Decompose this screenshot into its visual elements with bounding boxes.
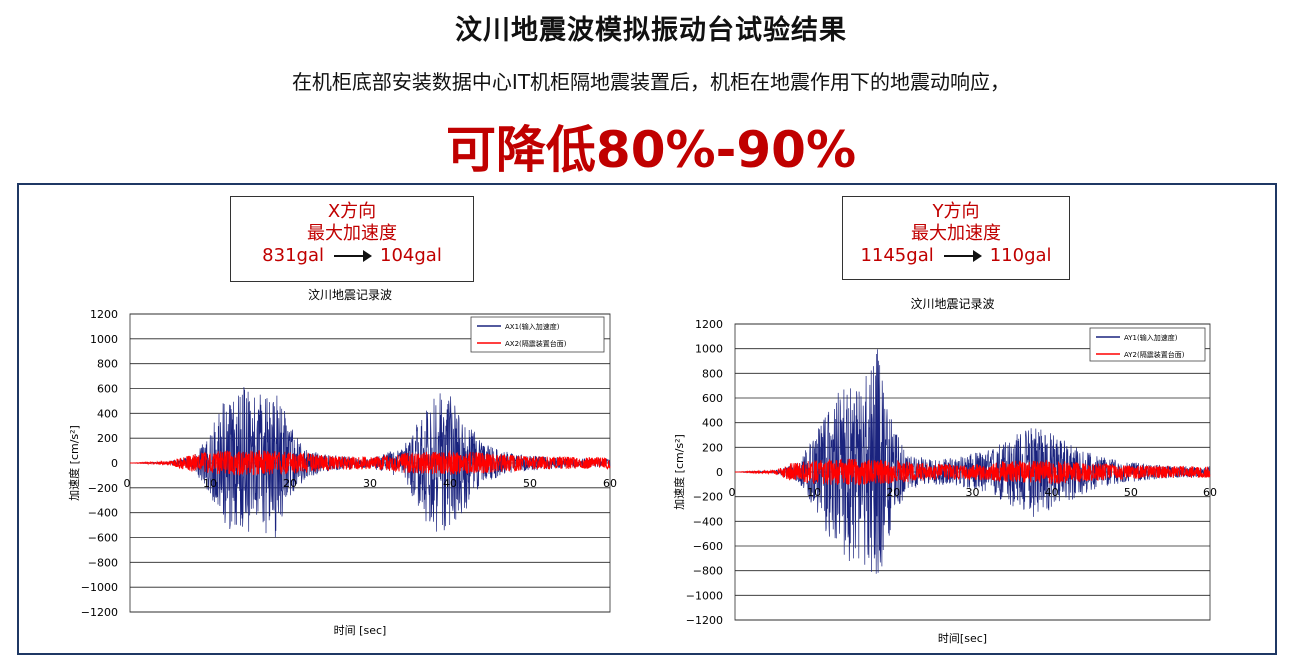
chart-title: 汶川地震记录波 <box>910 296 994 311</box>
legend-label: AX1(输入加速度) <box>505 322 560 331</box>
y-tick-label: 200 <box>702 441 723 454</box>
y-axis-title: 加速度 [cm/s²] <box>672 434 686 510</box>
y-axis-title: 加速度 [cm/s²] <box>67 425 81 501</box>
series-line-1 <box>735 349 1211 574</box>
y-tick-label: 800 <box>97 358 118 371</box>
y-tick-label: −800 <box>693 565 723 578</box>
callout-y-from: 1145gal <box>860 245 934 266</box>
y-tick-label: 1200 <box>90 308 118 321</box>
x-axis-title: 时间[sec] <box>938 632 987 645</box>
series-line-1 <box>130 387 611 538</box>
callout-y-label: 最大加速度 <box>911 223 1001 244</box>
series-line-2 <box>130 449 611 476</box>
legend-box <box>470 316 605 353</box>
y-tick-label: 600 <box>97 383 118 396</box>
y-tick-label: −800 <box>88 556 118 569</box>
x-tick-label: 10 <box>203 477 217 490</box>
callout-x-to: 104gal <box>380 245 442 266</box>
page-subtitle: 在机柜底部安装数据中心IT机柜隔地震装置后，机柜在地震作用下的地震动响应， <box>291 70 1011 94</box>
reduction-highlight: 可降低80%-90% <box>445 121 857 179</box>
y-tick-label: −200 <box>88 482 118 495</box>
arrow-right-icon <box>334 250 372 262</box>
x-tick-label: 40 <box>443 477 457 490</box>
legend-label: AX2(隔震装置台面) <box>505 339 567 348</box>
callout-x-from: 831gal <box>262 245 324 266</box>
y-tick-label: 400 <box>702 417 723 430</box>
y-tick-label: 200 <box>97 432 118 445</box>
page-title: 汶川地震波模拟振动台试验结果 <box>455 15 847 46</box>
x-tick-label: 50 <box>1124 486 1138 499</box>
y-tick-label: 1000 <box>90 333 118 346</box>
callout-x: X方向 最大加速度 831gal 104gal <box>230 196 474 282</box>
y-tick-label: 400 <box>97 407 118 420</box>
x-tick-label: 30 <box>966 486 980 499</box>
x-tick-label: 40 <box>1045 486 1059 499</box>
legend-label: AY2(隔震装置台面) <box>1124 350 1185 359</box>
y-tick-label: −200 <box>693 491 723 504</box>
y-tick-label: −400 <box>693 515 723 528</box>
y-tick-label: −600 <box>693 540 723 553</box>
callout-y-direction: Y方向 <box>932 201 980 222</box>
y-tick-label: −1000 <box>686 589 723 602</box>
y-tick-label: 800 <box>702 367 723 380</box>
y-tick-label: 1200 <box>695 318 723 331</box>
x-tick-label: 20 <box>886 486 900 499</box>
y-tick-label: −600 <box>88 532 118 545</box>
y-tick-label: 0 <box>716 466 723 479</box>
y-tick-label: −1200 <box>81 606 118 619</box>
callout-y-to: 110gal <box>989 245 1052 266</box>
y-tick-label: 600 <box>702 392 723 405</box>
callout-x-label: 最大加速度 <box>307 223 397 244</box>
series-line-2 <box>735 458 1211 487</box>
x-tick-label: 0 <box>729 486 736 499</box>
x-tick-label: 60 <box>603 477 617 490</box>
y-tick-label: 1000 <box>695 343 723 356</box>
y-tick-label: −1200 <box>686 614 723 627</box>
y-tick-label: −400 <box>88 507 118 520</box>
results-panel <box>17 183 1277 655</box>
callout-x-direction: X方向 <box>327 201 377 222</box>
x-tick-label: 20 <box>283 477 297 490</box>
x-tick-label: 30 <box>363 477 377 490</box>
y-tick-label: 0 <box>111 457 118 470</box>
x-tick-label: 10 <box>807 486 821 499</box>
x-tick-label: 50 <box>523 477 537 490</box>
x-axis-title: 时间 [sec] <box>334 624 387 637</box>
x-tick-label: 60 <box>1203 486 1217 499</box>
x-tick-label: 0 <box>124 477 131 490</box>
y-tick-label: −1000 <box>81 581 118 594</box>
legend-label: AY1(输入加速度) <box>1124 333 1178 342</box>
chart-title: 汶川地震记录波 <box>308 287 392 302</box>
legend-box <box>1089 327 1206 362</box>
arrow-right-icon <box>943 250 982 262</box>
callout-y: Y方向 最大加速度 1145gal 110gal <box>842 196 1070 280</box>
